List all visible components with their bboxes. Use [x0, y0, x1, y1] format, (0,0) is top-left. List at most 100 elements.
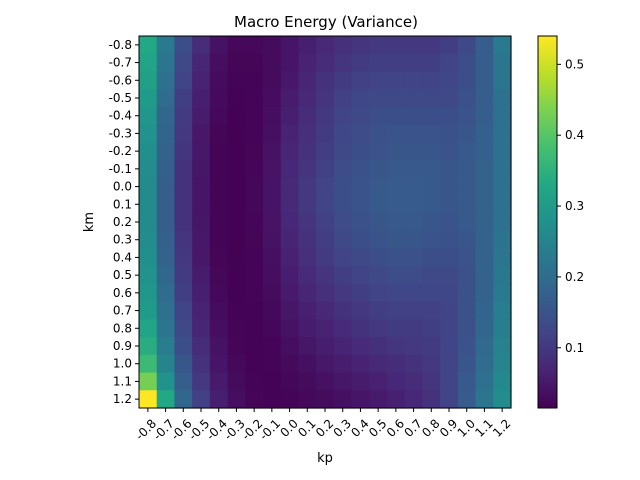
heatmap-cell	[351, 160, 370, 179]
y-tick-label: 0.9	[113, 339, 132, 353]
heatmap-cell	[493, 301, 512, 321]
heatmap-cell	[174, 248, 193, 267]
heatmap-cell	[280, 337, 300, 356]
heatmap-cell	[351, 301, 370, 321]
heatmap-cell	[174, 195, 193, 214]
heatmap-cell	[404, 177, 424, 197]
heatmap-cell	[209, 160, 229, 179]
heatmap-cell	[139, 195, 158, 214]
heatmap-cell	[351, 36, 370, 55]
heatmap-cell	[298, 284, 317, 303]
colorbar-tick-label: 0.4	[565, 128, 584, 142]
heatmap-cell	[209, 36, 229, 55]
heatmap-cell	[316, 124, 335, 143]
y-tick-label: -0.5	[109, 91, 132, 105]
heatmap-cell	[245, 177, 264, 197]
heatmap-cell	[156, 319, 176, 338]
heatmap-cell	[422, 390, 441, 409]
heatmap-cell	[387, 53, 406, 73]
heatmap-cell	[174, 372, 193, 391]
heatmap-cell	[298, 301, 317, 321]
heatmap-cell	[333, 354, 353, 374]
heatmap-cell	[493, 319, 512, 338]
heatmap-cell	[457, 337, 477, 356]
heatmap-cell	[209, 248, 229, 267]
heatmap-cell	[298, 53, 317, 73]
heatmap-cell	[139, 284, 158, 303]
heatmap-cell	[457, 53, 477, 73]
heatmap-cell	[475, 248, 494, 267]
heatmap-cell	[387, 160, 406, 179]
heatmap-cell	[280, 301, 300, 321]
heatmap-cell	[369, 354, 388, 374]
heatmap-cell	[457, 142, 477, 161]
heatmap-cell	[298, 266, 317, 285]
heatmap-cell	[192, 160, 211, 179]
heatmap-cell	[369, 71, 388, 90]
heatmap-cell	[422, 337, 441, 356]
heatmap-cell	[209, 390, 229, 409]
heatmap-cell	[280, 390, 300, 409]
heatmap-cell	[298, 213, 317, 232]
heatmap-cell	[475, 177, 494, 197]
heatmap-cell	[369, 230, 388, 250]
colorbar-ticks: 0.1 0.2 0.3 0.4 0.5	[557, 57, 584, 355]
heatmap-cell	[298, 390, 317, 409]
heatmap-cell	[493, 372, 512, 391]
heatmap-cell	[404, 195, 424, 214]
heatmap-cell	[493, 177, 512, 197]
heatmap-cell	[174, 301, 193, 321]
heatmap-cell	[139, 390, 158, 409]
heatmap-cell	[209, 124, 229, 143]
heatmap-cell	[227, 106, 246, 126]
heatmap-cell	[475, 71, 494, 90]
heatmap-cell	[440, 284, 459, 303]
heatmap-cell	[333, 301, 353, 321]
heatmap-cell	[387, 301, 406, 321]
heatmap-cell	[139, 89, 158, 108]
heatmap-cell	[351, 230, 370, 250]
heatmap-cell	[263, 248, 282, 267]
heatmap-cell	[422, 89, 441, 108]
y-axis-label: km	[82, 212, 97, 232]
heatmap-cell	[404, 230, 424, 250]
heatmap-cell	[387, 284, 406, 303]
y-tick-label: -0.3	[109, 126, 132, 140]
heatmap-cell	[263, 142, 282, 161]
y-tick-label: 0.3	[113, 233, 132, 247]
heatmap-cell	[440, 177, 459, 197]
heatmap-cell	[493, 71, 512, 90]
heatmap-cell	[493, 284, 512, 303]
heatmap-cell	[192, 195, 211, 214]
heatmap-cell	[333, 195, 353, 214]
heatmap-cell	[245, 354, 264, 374]
heatmap-cell	[493, 106, 512, 126]
heatmap-cell	[457, 372, 477, 391]
heatmap-cell	[440, 337, 459, 356]
heatmap-cell	[387, 390, 406, 409]
heatmap-cell	[369, 372, 388, 391]
heatmap-cell	[227, 177, 246, 197]
heatmap-cell	[440, 142, 459, 161]
heatmap-cell	[387, 142, 406, 161]
heatmap-cell	[440, 354, 459, 374]
heatmap-cell	[475, 36, 494, 55]
heatmap-cell	[475, 337, 494, 356]
heatmap-cell	[333, 248, 353, 267]
heatmap-cell	[280, 124, 300, 143]
heatmap-cell	[387, 213, 406, 232]
heatmap-cell	[192, 230, 211, 250]
y-tick-label: 0.6	[113, 286, 132, 300]
heatmap-cell	[440, 248, 459, 267]
heatmap-cell	[174, 142, 193, 161]
heatmap-cell	[280, 248, 300, 267]
heatmap-cell	[493, 195, 512, 214]
heatmap-cell	[333, 160, 353, 179]
heatmap-cell	[387, 89, 406, 108]
heatmap-cell	[280, 160, 300, 179]
heatmap-cell	[263, 160, 282, 179]
heatmap-cell	[333, 124, 353, 143]
heatmap-cell	[351, 89, 370, 108]
heatmap-cell	[174, 160, 193, 179]
heatmap-cell	[227, 36, 246, 55]
